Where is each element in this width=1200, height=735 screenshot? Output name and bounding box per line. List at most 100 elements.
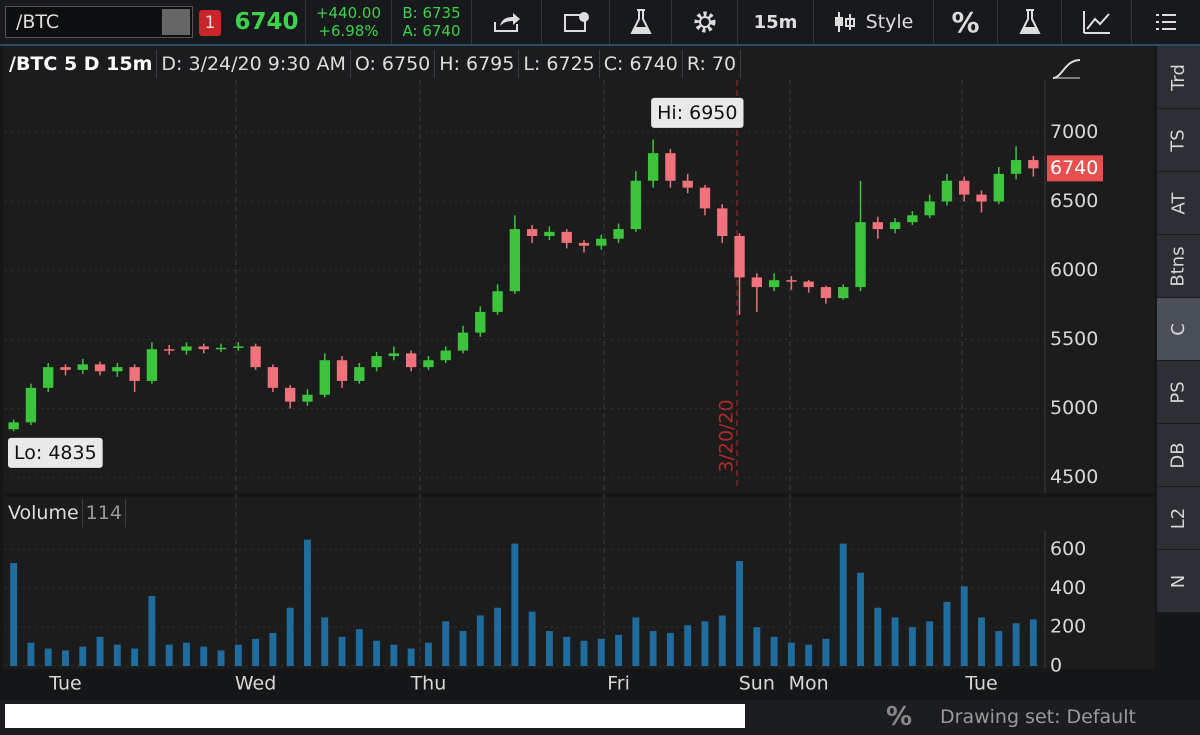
volume-bar (390, 644, 398, 666)
volume-bar (995, 631, 1003, 666)
tab-label: TS (1167, 128, 1189, 152)
y-tick-label: 6500 (1050, 190, 1098, 212)
x-tick-label: Mon (789, 673, 829, 695)
volume-bar (96, 636, 104, 666)
candle-body (889, 222, 901, 230)
style-button[interactable]: Style (814, 0, 934, 44)
candle-body (872, 222, 883, 230)
volume-bar (615, 634, 623, 666)
candle-body (665, 153, 676, 181)
studies-button[interactable] (610, 0, 672, 44)
x-tick-label: Tue (964, 673, 997, 695)
dropdown[interactable] (162, 9, 190, 35)
candle-body (302, 394, 313, 402)
volume-bar (79, 646, 87, 666)
side-tab[interactable]: L2 (1157, 487, 1200, 550)
axis-icon[interactable] (1052, 59, 1081, 79)
tab-label: AT (1167, 192, 1189, 214)
candle-body (181, 346, 192, 351)
volume-bar (165, 644, 173, 666)
volume-bar (338, 636, 346, 666)
volume-bar (563, 636, 571, 666)
volume-bar (321, 617, 329, 666)
candle-body (146, 349, 158, 381)
side-tab[interactable]: Btns (1157, 235, 1200, 298)
side-tab[interactable]: DB (1157, 424, 1200, 487)
y-tick-label: 5000 (1050, 397, 1098, 419)
y-tick-label: 600 (1050, 538, 1086, 560)
volume-bar (701, 621, 709, 666)
y-tick-label: 6000 (1050, 259, 1098, 281)
side-tab[interactable]: C (1157, 298, 1200, 361)
candle-body (786, 280, 797, 282)
tab-label: L2 (1167, 507, 1189, 529)
candle-body (423, 360, 434, 368)
tab-label: Btns (1167, 245, 1189, 287)
x-tick-label: Thu (410, 673, 447, 695)
volume-bar (511, 543, 519, 666)
candle-body (43, 367, 54, 388)
volume-bar (666, 632, 674, 666)
volume-bar (217, 650, 225, 666)
y-tick-label: 4500 (1050, 466, 1098, 488)
percent-button[interactable]: % (934, 0, 998, 44)
candle-body (630, 180, 642, 230)
info-button[interactable] (542, 0, 610, 44)
header-low: L: 6725 (519, 50, 600, 78)
scrollbar[interactable] (5, 704, 745, 728)
candle-body (336, 360, 348, 381)
interval-button[interactable]: 15m (738, 0, 814, 44)
settings-button[interactable] (672, 0, 738, 44)
volume-bar (787, 642, 795, 666)
candle-body (924, 201, 935, 216)
volume-bar (27, 642, 35, 666)
header-symbol: /BTC 5 D 15m (5, 50, 158, 78)
candle-body (405, 353, 417, 368)
footer: % Drawing set: Default (0, 700, 1200, 735)
drawings-button[interactable] (1062, 0, 1132, 44)
last-price: 6740 (228, 0, 306, 44)
side-tab[interactable]: TS (1157, 109, 1200, 172)
toolbar: /BTC 1 6740 +440.00 +6.98% B: 6735 A: 6740… (0, 0, 1200, 46)
alert-badge[interactable]: 1 (199, 10, 221, 36)
side-tab[interactable]: N (1157, 550, 1200, 613)
footer-percent[interactable]: % (886, 702, 913, 732)
candle-body (475, 311, 486, 333)
date-marker-label: 3/20/20 (716, 399, 738, 472)
menu-button[interactable] (1132, 0, 1200, 44)
candle-body (1010, 160, 1022, 174)
candle-body (613, 229, 624, 239)
candle-body (129, 367, 140, 381)
candle-body (976, 194, 987, 202)
drawing-set[interactable]: Drawing set: Default (940, 706, 1136, 728)
candle-body (907, 215, 918, 223)
candle-body (768, 280, 780, 288)
volume-bar (476, 615, 484, 666)
side-tab[interactable]: Trd (1157, 46, 1200, 109)
candle-body (596, 238, 607, 246)
side-tab[interactable]: PS (1157, 361, 1200, 424)
studies-button-2[interactable] (998, 0, 1062, 44)
side-tabs: Trd TS AT Btns C PS DB L2 N (1157, 46, 1200, 613)
volume-bar (10, 563, 18, 666)
x-tick-label: Fri (607, 673, 630, 695)
side-tab[interactable]: AT (1157, 172, 1200, 235)
change-value: +440.00 (315, 4, 382, 22)
volume-bar (269, 632, 277, 666)
candle-body (803, 281, 814, 288)
volume-bar (200, 646, 208, 666)
volume-bar (1012, 623, 1020, 666)
candle-body (647, 153, 659, 181)
share-button[interactable] (472, 0, 542, 44)
alert-count: 1 (204, 13, 216, 33)
volume-bar (978, 617, 985, 666)
candle-body (526, 229, 538, 236)
last-price-label: 6740 (1050, 157, 1098, 179)
symbol-box[interactable]: /BTC (5, 6, 193, 38)
volume-bar (424, 642, 432, 666)
volume-bar (718, 615, 726, 666)
candle-body (682, 180, 693, 188)
tab-label: C (1167, 322, 1189, 336)
label-text: Lo: 4835 (14, 442, 97, 464)
volume-bar (355, 629, 363, 666)
